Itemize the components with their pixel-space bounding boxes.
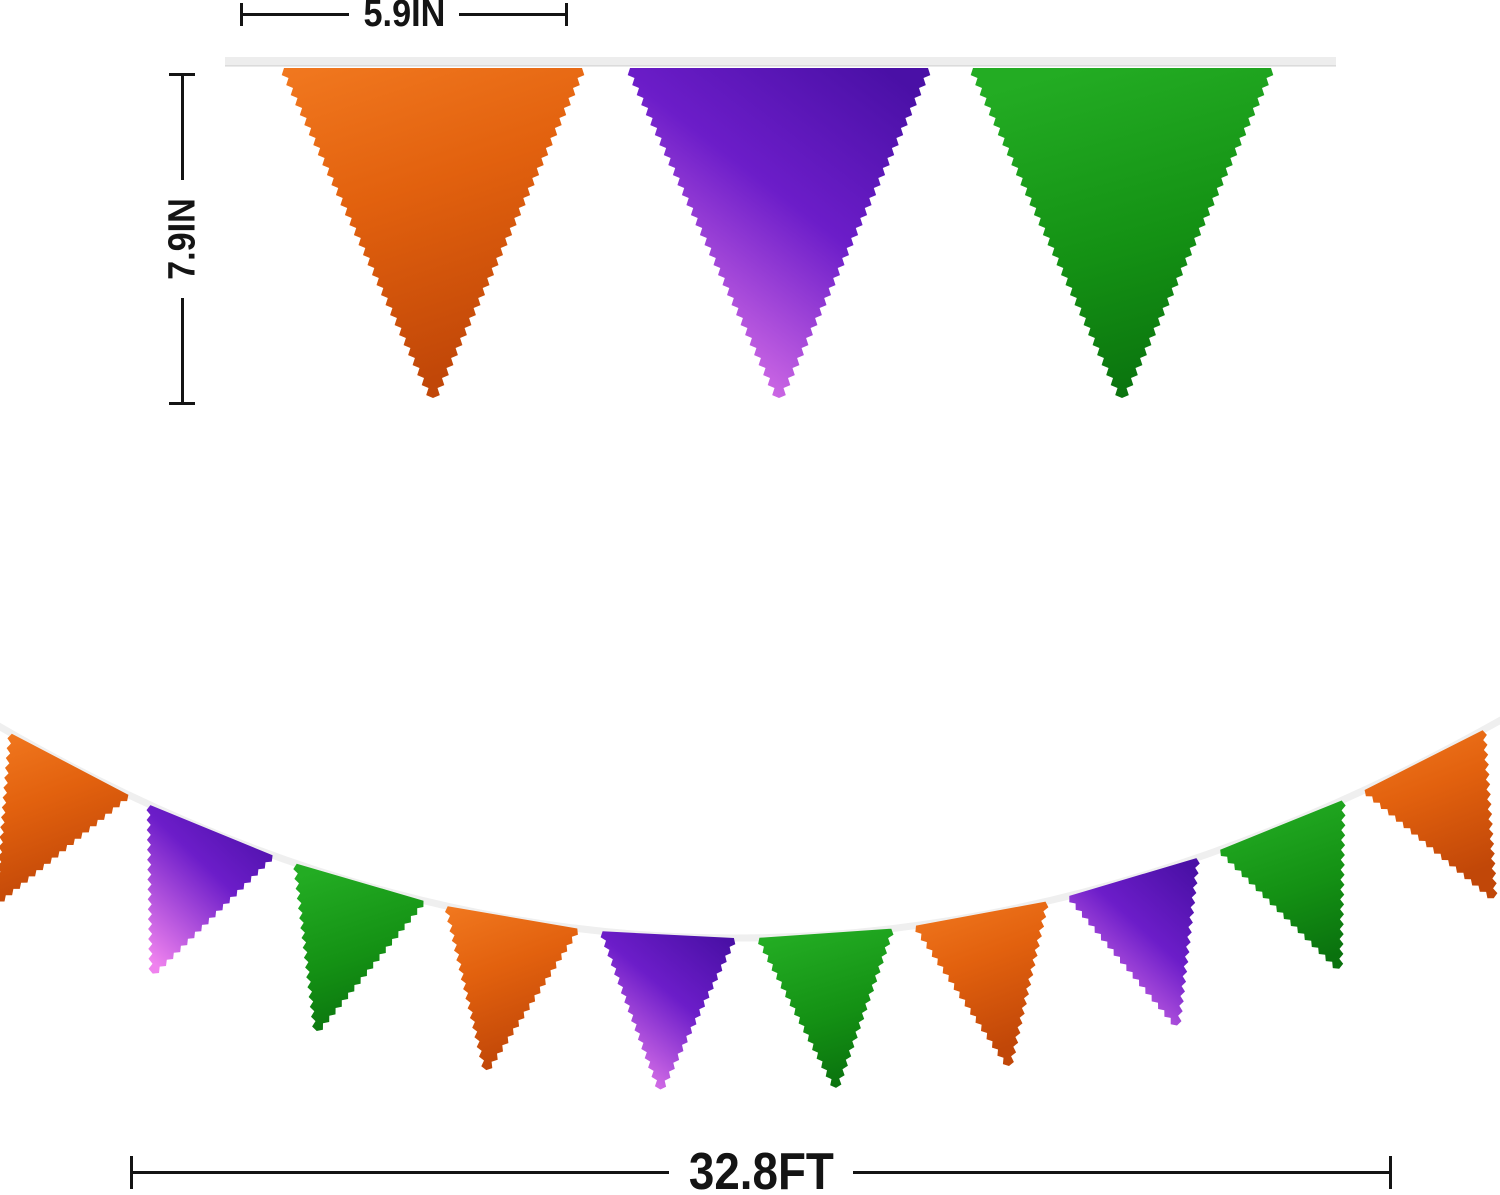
pennant-flag-green (758, 928, 894, 1088)
garland (0, 716, 1500, 1090)
dimension-endcap-left (240, 2, 243, 26)
pennant-flag-orange (445, 906, 578, 1071)
pennant-flag-orange (1364, 730, 1498, 899)
dimension-endcap-right (565, 2, 569, 26)
banner-length-label: 32.8FT (688, 1143, 834, 1195)
pennant-flag-purple (1069, 858, 1200, 1026)
dimension-endcap-right (1389, 1155, 1393, 1189)
flag-width-dimension: 5.9IN (240, 0, 569, 35)
pennant-flag-green (293, 863, 424, 1031)
dimension-endcap-bottom (169, 402, 195, 405)
pennant-flag-orange (281, 68, 585, 398)
dimension-line (459, 12, 566, 16)
rotated-label-wrap: 7.9IN (137, 180, 228, 298)
top-string (225, 57, 1336, 66)
pennant-flag-purple (146, 805, 273, 974)
pennant-flag-purple (627, 68, 931, 398)
dimension-line (180, 76, 184, 180)
pennant-flag-orange (0, 733, 129, 902)
dimension-line (853, 1170, 1390, 1174)
pennant-flag-purple (600, 931, 736, 1090)
flag-height-label: 7.9IN (161, 198, 204, 280)
banner-length-dimension: 32.8FT (130, 1142, 1393, 1195)
top-banner (225, 57, 1336, 398)
pennant-flag-green (1220, 800, 1346, 969)
pennant-flag-green (970, 68, 1274, 398)
dimension-endcap-left (130, 1155, 133, 1189)
dimension-endcap-top (169, 73, 195, 76)
pennant-flag-orange (915, 901, 1049, 1066)
dimension-line (133, 1170, 669, 1174)
top-string-shadow (225, 65, 1336, 67)
flag-width-label: 5.9IN (363, 0, 445, 35)
dimension-line (243, 12, 349, 16)
flag-height-dimension: 7.9IN (161, 73, 203, 405)
dimension-line (180, 298, 184, 402)
